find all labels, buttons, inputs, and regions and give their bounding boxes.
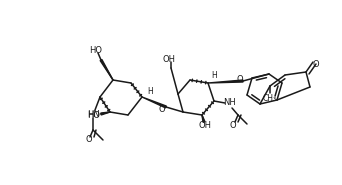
- Text: O: O: [159, 105, 165, 114]
- Text: HO: HO: [90, 46, 103, 55]
- Text: H: H: [211, 70, 217, 80]
- Text: HN: HN: [87, 110, 100, 119]
- Text: O: O: [86, 135, 92, 144]
- Polygon shape: [100, 60, 113, 80]
- Text: HO: HO: [88, 110, 101, 120]
- Text: O: O: [230, 120, 236, 130]
- Text: H: H: [147, 87, 153, 95]
- Text: NH: NH: [224, 97, 236, 107]
- Polygon shape: [142, 97, 167, 108]
- Polygon shape: [208, 80, 243, 83]
- Text: CH₃: CH₃: [263, 93, 277, 102]
- Text: OH: OH: [198, 122, 211, 130]
- Text: OH: OH: [162, 55, 175, 63]
- Polygon shape: [101, 112, 110, 115]
- Text: O: O: [237, 75, 243, 83]
- Text: O: O: [313, 60, 319, 68]
- Polygon shape: [202, 115, 205, 122]
